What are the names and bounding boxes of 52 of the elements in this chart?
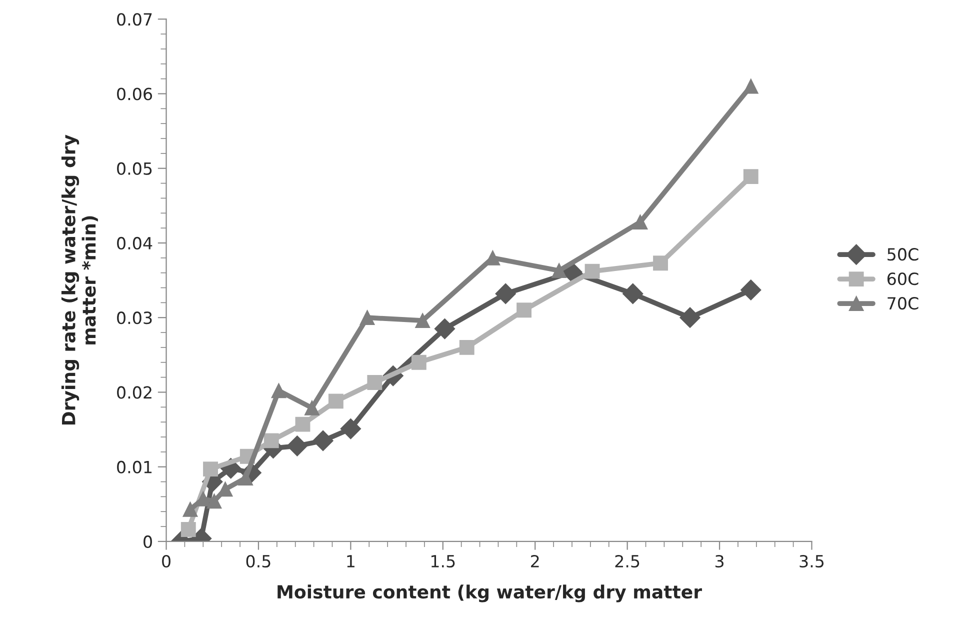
x-tick-label: 0.5 xyxy=(246,554,270,568)
point xyxy=(459,340,474,355)
point xyxy=(218,482,233,497)
y-axis-title: Drying rate (kg water/kg dry matter *min) xyxy=(61,134,98,424)
point xyxy=(206,494,222,509)
x-tick-label: 2.5 xyxy=(615,554,640,568)
y-tick-label: 0.03 xyxy=(117,312,152,324)
point xyxy=(196,491,211,506)
point xyxy=(680,307,700,328)
x-axis-title: Moisture content (kg water/kg dry matter xyxy=(278,584,702,602)
x-tick-label: 3.5 xyxy=(800,554,824,568)
y-tick-label: 0.04 xyxy=(117,236,152,250)
y-tick-label: 0.05 xyxy=(117,162,152,175)
point xyxy=(340,418,362,440)
point xyxy=(286,436,308,456)
point xyxy=(182,502,198,517)
legend-label: 70C xyxy=(888,296,918,310)
point xyxy=(203,462,218,477)
point xyxy=(516,302,532,318)
point xyxy=(180,522,196,537)
point xyxy=(304,400,320,416)
legend-label: 60C xyxy=(887,272,918,286)
y-tick-label: 0 xyxy=(144,535,152,548)
x-tick-label: 3 xyxy=(715,554,724,568)
point xyxy=(434,318,456,340)
y-tick-label: 0.01 xyxy=(117,460,152,474)
point xyxy=(264,433,279,448)
point xyxy=(271,383,286,398)
point xyxy=(632,214,648,230)
x-tick-label: 0 xyxy=(162,554,170,568)
point xyxy=(360,310,375,326)
point xyxy=(743,169,758,184)
point xyxy=(495,283,516,304)
point xyxy=(552,263,567,278)
x-tick-label: 1.5 xyxy=(431,555,455,568)
point xyxy=(622,283,644,304)
point xyxy=(411,354,426,370)
legend-label: 50C xyxy=(888,248,918,261)
point xyxy=(367,375,382,390)
point xyxy=(584,264,600,279)
point xyxy=(295,416,310,432)
y-tick-label: 0.06 xyxy=(117,88,152,100)
point xyxy=(328,394,344,409)
y-tick-label: 0.07 xyxy=(117,13,152,26)
y-tick-label: 0.02 xyxy=(117,386,152,399)
point xyxy=(653,256,668,271)
point xyxy=(312,430,334,452)
point xyxy=(415,313,430,328)
x-tick-label: 1 xyxy=(347,555,354,568)
x-tick-label: 2 xyxy=(531,554,539,568)
point xyxy=(740,280,762,300)
point xyxy=(743,78,758,94)
